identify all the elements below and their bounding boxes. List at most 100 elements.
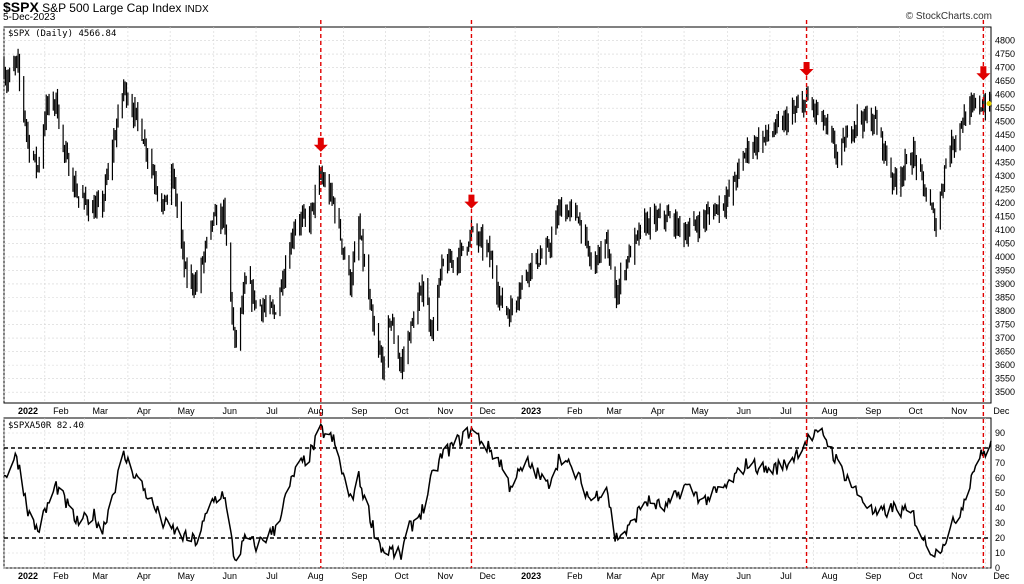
exchange-label: INDX [184, 4, 209, 15]
price-y-tick-label: 4600 [995, 90, 1015, 100]
breadth-x-tick-label: Dec [479, 571, 496, 581]
price-x-tick-label: Jul [266, 406, 278, 416]
breadth-y-tick-label: 90 [995, 428, 1005, 438]
price-x-tick-label: Feb [567, 406, 583, 416]
price-y-tick-label: 4050 [995, 238, 1015, 248]
price-x-tick-label: Mar [606, 406, 622, 416]
breadth-x-tick-label: Nov [437, 571, 454, 581]
breadth-y-tick-label: 10 [995, 548, 1005, 558]
price-x-tick-label: Feb [53, 406, 69, 416]
price-y-tick-label: 4750 [995, 49, 1015, 59]
breadth-x-tick-label: Oct [395, 571, 410, 581]
price-x-tick-label: 2023 [521, 406, 541, 416]
breadth-x-tick-label: Apr [651, 571, 665, 581]
price-x-tick-label: May [178, 406, 196, 416]
signal-arrow [799, 62, 814, 77]
breadth-series-line [3, 422, 992, 562]
price-x-tick-label: Aug [822, 406, 838, 416]
price-x-tick-label: May [692, 406, 710, 416]
last-price-marker [986, 101, 992, 107]
breadth-x-tick-label: Feb [567, 571, 583, 581]
breadth-x-tick-label: Oct [908, 571, 923, 581]
breadth-y-tick-label: 40 [995, 503, 1005, 513]
breadth-x-tick-label: Feb [53, 571, 69, 581]
price-y-tick-label: 3850 [995, 293, 1015, 303]
price-y-tick-label: 4700 [995, 63, 1015, 73]
breadth-x-tick-label: Aug [822, 571, 838, 581]
price-y-tick-label: 4550 [995, 103, 1015, 113]
breadth-y-tick-label: 80 [995, 443, 1005, 453]
price-y-tick-label: 4500 [995, 117, 1015, 127]
ticker-symbol: $SPX [3, 0, 39, 15]
price-x-tick-label: Jun [736, 406, 751, 416]
price-x-tick-label: Aug [308, 406, 324, 416]
breadth-x-tick-label: Sep [865, 571, 881, 581]
price-y-tick-label: 3600 [995, 360, 1015, 370]
breadth-x-tick-label: May [178, 571, 196, 581]
breadth-x-tick-label: Dec [993, 571, 1010, 581]
price-x-tick-label: Jul [780, 406, 792, 416]
breadth-x-tick-label: 2023 [521, 571, 541, 581]
price-y-tick-label: 3650 [995, 347, 1015, 357]
chart-date: 5-Dec-2023 [3, 12, 56, 23]
breadth-y-tick-label: 60 [995, 473, 1005, 483]
price-x-tick-label: Apr [137, 406, 151, 416]
breadth-x-tick-label: Jun [223, 571, 238, 581]
price-y-tick-label: 4650 [995, 76, 1015, 86]
signal-arrow [976, 66, 991, 81]
signal-arrow [313, 137, 328, 152]
breadth-x-tick-label: Aug [308, 571, 324, 581]
price-y-tick-label: 3500 [995, 387, 1015, 397]
signal-arrow [464, 194, 479, 209]
price-y-tick-label: 4450 [995, 130, 1015, 140]
price-x-tick-label: Dec [479, 406, 496, 416]
breadth-y-tick-label: 30 [995, 518, 1005, 528]
price-y-tick-label: 4800 [995, 36, 1015, 46]
breadth-x-tick-label: Mar [606, 571, 622, 581]
price-x-tick-label: Oct [908, 406, 923, 416]
price-y-tick-label: 4200 [995, 198, 1015, 208]
price-frame [3, 26, 992, 404]
price-panel: 3500 3550 3600 3650 3700 3750 3800 3850 3900 3950… [3, 26, 1015, 416]
price-y-tick-label: 3800 [995, 306, 1015, 316]
breadth-x-tick-label: Jul [780, 571, 792, 581]
breadth-y-tick-label: 20 [995, 533, 1005, 543]
price-x-tick-label: Oct [395, 406, 410, 416]
breadth-legend: $SPXA50R 82.40 [8, 421, 84, 431]
breadth-y-tick-label: 0 [995, 563, 1000, 573]
price-x-tick-label: Sep [351, 406, 367, 416]
breadth-x-tick-label: Jul [266, 571, 278, 581]
price-y-tick-label: 3900 [995, 279, 1015, 289]
breadth-x-tick-label: Mar [93, 571, 109, 581]
price-y-tick-label: 3550 [995, 374, 1015, 384]
breadth-x-tick-label: Nov [951, 571, 968, 581]
price-series [3, 48, 992, 381]
breadth-panel: 0 10 20 30 40 50 60 70 80 90 2022 Feb Mar Apr May Jun Ju… [3, 417, 1010, 581]
price-x-tick-label: Mar [93, 406, 109, 416]
breadth-x-tick-label: Jun [736, 571, 751, 581]
price-y-tick-label: 4350 [995, 157, 1015, 167]
breadth-y-tick-label: 70 [995, 458, 1005, 468]
price-y-tick-label: 3750 [995, 320, 1015, 330]
stockcharts-credit: © StockCharts.com [905, 11, 992, 22]
price-legend: $SPX (Daily) 4566.84 [8, 29, 116, 39]
price-y-tick-label: 4100 [995, 225, 1015, 235]
price-x-tick-label: Nov [951, 406, 968, 416]
price-x-tick-label: Nov [437, 406, 454, 416]
breadth-x-tick-label: Apr [137, 571, 151, 581]
price-y-tick-label: 3700 [995, 333, 1015, 343]
price-y-tick-label: 4250 [995, 184, 1015, 194]
breadth-x-tick-label: 2022 [18, 571, 38, 581]
index-name: S&P 500 Large Cap Index [42, 1, 182, 15]
breadth-x-tick-label: May [692, 571, 710, 581]
breadth-x-tick-label: Sep [351, 571, 367, 581]
price-y-tick-label: 4300 [995, 171, 1015, 181]
price-x-tick-label: Apr [651, 406, 665, 416]
price-x-tick-label: 2022 [18, 406, 38, 416]
price-y-tick-label: 4000 [995, 252, 1015, 262]
price-y-tick-label: 3950 [995, 265, 1015, 275]
chart-title: $SPX S&P 500 Large Cap Index INDX [3, 0, 209, 17]
price-x-tick-label: Dec [993, 406, 1010, 416]
price-y-tick-label: 4400 [995, 144, 1015, 154]
